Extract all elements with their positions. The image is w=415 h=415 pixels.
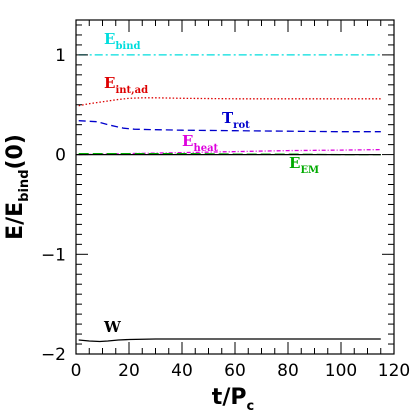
x-axis-label: t/Pc (212, 385, 254, 414)
y-axis-label: E/Ebind(0) (3, 134, 32, 240)
x-axis-ticks: 0 20 40 60 80 100 120 (71, 20, 410, 381)
x-tick-label: 40 (171, 361, 193, 381)
series-line-2 (78, 120, 381, 133)
plot-area (76, 54, 381, 343)
series-line-5 (78, 338, 381, 343)
series-label-2: Trot (222, 109, 250, 131)
plot-frame (75, 19, 395, 355)
x-tick-label: 120 (378, 361, 410, 381)
x-tick-label: 80 (277, 361, 299, 381)
series-line-1 (78, 97, 381, 107)
x-tick-label: 0 (71, 361, 82, 381)
series-label-0: Ebind (104, 30, 141, 52)
series-label-5: W (103, 318, 122, 336)
x-tick-label: 20 (118, 361, 140, 381)
y-axis-ticks: −2 −1 0 1 (41, 24, 394, 365)
series-label-3: Eheat (182, 132, 219, 154)
y-tick-label: 0 (55, 146, 66, 166)
y-tick-label: 1 (55, 46, 66, 66)
series-line-3 (78, 148, 381, 156)
series-label-4: EEM (289, 154, 319, 176)
series-label-1: Eint,ad (104, 74, 148, 96)
x-tick-label: 100 (325, 361, 357, 381)
x-tick-label: 60 (224, 361, 246, 381)
y-tick-label: −1 (41, 245, 66, 265)
y-tick-label: −2 (41, 345, 66, 365)
